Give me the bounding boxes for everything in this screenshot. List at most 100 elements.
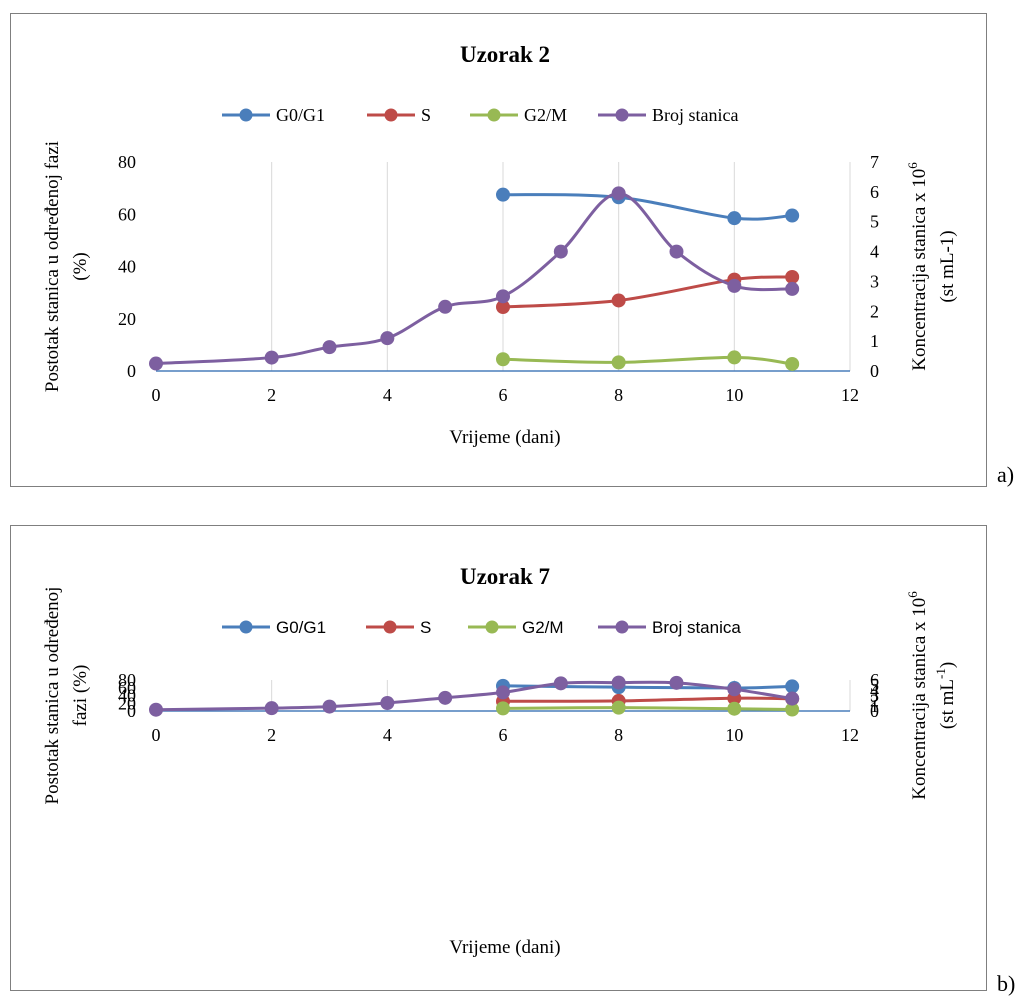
- x-tick-label: 6: [499, 725, 508, 745]
- x-tick-label: 8: [614, 385, 623, 405]
- legend-swatch-marker: [384, 108, 398, 122]
- x-tick-label: 12: [841, 725, 859, 745]
- data-point: [322, 340, 337, 355]
- legend-item: Broj stanica: [598, 618, 741, 637]
- y2-axis-label: Koncentracija stanica x 106: [905, 162, 930, 371]
- data-point: [611, 700, 626, 715]
- data-point: [496, 299, 510, 314]
- legend-label: Broj stanica: [652, 618, 741, 637]
- legend-swatch-marker: [239, 108, 253, 122]
- series-line-s: [502, 275, 793, 309]
- chart-frame: [10, 13, 987, 487]
- y-axis-label: (%): [70, 252, 91, 280]
- y2-axis-unit: (st mL-1): [933, 662, 958, 729]
- y-tick-label: 80: [118, 152, 136, 172]
- legend-item: G2/M: [470, 105, 567, 125]
- y2-axis-unit-close: ): [937, 662, 958, 668]
- data-point: [727, 682, 742, 697]
- x-tick-label: 12: [841, 385, 859, 405]
- y-tick-label: 20: [118, 693, 136, 713]
- data-point: [264, 350, 279, 365]
- legend-item: Broj stanica: [598, 105, 738, 125]
- legend-swatch-marker: [615, 108, 629, 122]
- y2-tick-label: 0: [870, 361, 879, 381]
- x-tick-label: 2: [267, 725, 276, 745]
- y2-tick-label: 5: [870, 675, 879, 695]
- data-point: [785, 691, 800, 706]
- y2-axis-label-text: Koncentracija stanica x 10: [909, 169, 930, 371]
- data-point: [727, 278, 742, 293]
- x-tick-label: 4: [383, 725, 392, 745]
- y-tick-label: 0: [127, 701, 136, 721]
- panel-label: a): [997, 462, 1014, 487]
- y2-tick-label: 5: [870, 212, 879, 232]
- series-line-g0-g1: [502, 193, 793, 221]
- data-point: [611, 355, 626, 370]
- data-point: [553, 244, 568, 259]
- data-point: [496, 701, 510, 716]
- y2-tick-label: 3: [870, 271, 879, 291]
- data-point: [611, 186, 626, 201]
- data-point: [785, 702, 800, 717]
- y2-tick-label: 6: [870, 182, 879, 202]
- series-line-g2-m: [502, 706, 793, 711]
- y-axis-label: Postotak stanica u određenoj fazi: [42, 141, 63, 392]
- legend-item: G0/G1: [222, 618, 326, 637]
- y2-tick-label: 3: [870, 686, 879, 706]
- data-point: [785, 679, 800, 694]
- x-tick-label: 2: [267, 385, 276, 405]
- data-point: [380, 331, 395, 346]
- legend-swatch-marker: [487, 108, 501, 122]
- legend-label: G2/M: [522, 618, 564, 637]
- data-point: [438, 690, 453, 705]
- data-point: [727, 701, 742, 716]
- data-point: [727, 211, 742, 226]
- chart-frame: [10, 525, 987, 991]
- legend-label: G2/M: [524, 105, 567, 125]
- y-tick-label: 60: [118, 204, 136, 224]
- y2-axis-unit-text: (st mL-1): [937, 230, 958, 302]
- legend-label: S: [420, 618, 431, 637]
- data-point: [264, 701, 279, 716]
- y2-axis-unit-superscript: -1: [933, 668, 948, 679]
- y2-tick-label: 7: [870, 152, 879, 172]
- data-point: [611, 675, 626, 690]
- data-point: [669, 675, 684, 690]
- y2-axis-unit-text: (st mL: [937, 679, 958, 729]
- legend-label: S: [421, 105, 431, 125]
- data-point: [380, 695, 395, 710]
- y2-tick-label: 6: [870, 670, 879, 690]
- y-tick-label: 80: [118, 670, 136, 690]
- y-tick-label: 20: [118, 309, 136, 329]
- legend-item: G2/M: [468, 618, 564, 637]
- data-point: [438, 299, 453, 314]
- y2-axis-label: Koncentracija stanica x 106: [905, 591, 930, 800]
- y2-tick-label: 0: [870, 701, 879, 721]
- data-point: [785, 356, 800, 371]
- y2-axis-label-superscript: 6: [905, 591, 920, 598]
- data-point: [496, 289, 510, 304]
- x-tick-label: 4: [383, 385, 392, 405]
- x-tick-label: 10: [725, 725, 743, 745]
- x-tick-label: 0: [152, 385, 161, 405]
- legend-swatch-marker: [485, 620, 499, 634]
- data-point: [496, 685, 510, 700]
- data-point: [496, 187, 510, 202]
- y2-tick-label: 2: [870, 301, 879, 321]
- data-point: [611, 293, 626, 308]
- data-point: [785, 208, 800, 223]
- x-axis-label: Vrijeme (dani): [449, 937, 560, 958]
- x-tick-label: 10: [725, 385, 743, 405]
- data-point: [553, 676, 568, 691]
- chart-title: Uzorak 2: [460, 42, 550, 67]
- legend-label: G0/G1: [276, 105, 325, 125]
- y-tick-label: 40: [118, 686, 136, 706]
- legend-item: G0/G1: [222, 105, 325, 125]
- data-point: [149, 702, 163, 717]
- data-point: [727, 350, 742, 365]
- y-axis-label: Postotak stanica u određenoj: [42, 587, 63, 805]
- x-axis-label: Vrijeme (dani): [449, 427, 560, 448]
- data-point: [785, 281, 800, 296]
